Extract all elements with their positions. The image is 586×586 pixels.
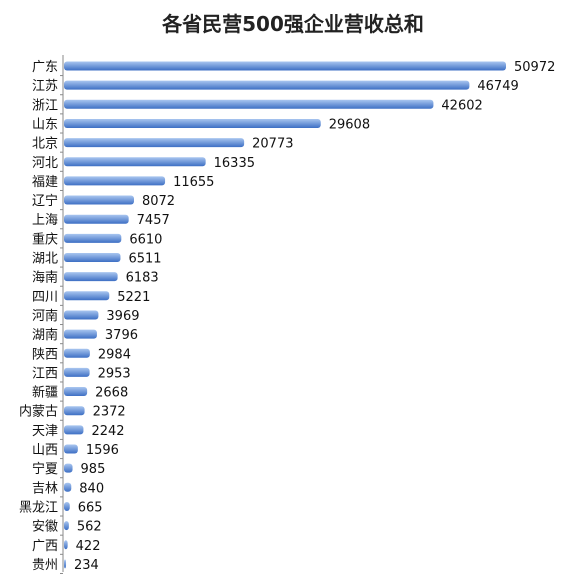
value-label: 6183 (126, 271, 159, 286)
bar (64, 214, 129, 224)
category-label: 重庆 (32, 231, 58, 247)
bar (64, 253, 121, 262)
bar (64, 501, 70, 511)
bar (64, 540, 68, 550)
value-label: 3796 (105, 328, 138, 343)
value-label: 11655 (173, 175, 214, 190)
bar (64, 291, 110, 301)
category-label: 上海 (32, 213, 58, 228)
category-label: 江西 (32, 366, 58, 381)
bar (64, 425, 84, 435)
value-label: 6610 (129, 232, 162, 247)
category-label: 黑龙江 (19, 500, 58, 515)
category-label: 广西 (32, 539, 58, 554)
value-label: 665 (78, 500, 103, 515)
bar (64, 348, 90, 358)
category-label: 浙江 (32, 98, 58, 113)
category-label: 天津 (32, 424, 58, 439)
category-label: 四川 (32, 290, 58, 305)
value-label: 2668 (95, 386, 128, 401)
bar (64, 176, 166, 186)
category-label: 山西 (32, 443, 58, 458)
value-label: 6511 (128, 252, 161, 267)
value-label: 29608 (329, 117, 370, 132)
category-label: 河北 (32, 156, 58, 171)
category-label: 江苏 (32, 78, 58, 94)
category-label: 内蒙古 (19, 404, 58, 420)
value-label: 46749 (477, 79, 518, 94)
bar (64, 463, 73, 473)
bar (64, 444, 78, 454)
category-label: 辽宁 (32, 193, 58, 209)
category-label: 湖北 (32, 252, 58, 267)
value-label: 8072 (142, 194, 175, 209)
value-label: 7457 (137, 213, 170, 228)
category-label: 陕西 (32, 347, 58, 362)
bar (64, 99, 434, 109)
bar (64, 521, 69, 531)
value-label: 3969 (106, 309, 139, 324)
bars-layer: 广东 50972 江苏 46749 浙江 42602 山东 29608 北京 20773 河北 163… (19, 60, 555, 574)
bar (64, 329, 97, 339)
category-label: 新疆 (32, 385, 58, 401)
bar (64, 233, 122, 243)
value-label: 234 (74, 558, 99, 573)
chart-title: 各省民营500强企业营收总和 (162, 12, 424, 36)
value-label: 422 (76, 539, 101, 554)
value-label: 42602 (441, 98, 482, 113)
bar (64, 61, 506, 71)
bar (64, 272, 118, 282)
value-label: 840 (79, 481, 104, 496)
value-label: 20773 (252, 137, 293, 152)
category-label: 海南 (32, 270, 58, 286)
value-label: 2953 (98, 366, 131, 381)
bar (64, 482, 72, 492)
bar (64, 310, 99, 320)
category-label: 广东 (32, 60, 58, 75)
bar (64, 157, 206, 167)
value-label: 1596 (86, 443, 119, 458)
value-label: 985 (81, 462, 106, 477)
bar (64, 195, 134, 205)
value-label: 2242 (91, 424, 124, 439)
value-label: 16335 (214, 156, 255, 171)
category-label: 吉林 (32, 481, 58, 496)
bar (64, 559, 67, 569)
value-label: 562 (77, 520, 102, 535)
value-label: 2984 (98, 347, 131, 362)
category-label: 贵州 (32, 558, 58, 573)
bar (64, 80, 470, 90)
value-label: 50972 (514, 60, 555, 75)
category-label: 北京 (32, 137, 58, 152)
category-label: 河南 (32, 308, 58, 324)
value-label: 2372 (93, 405, 126, 420)
category-label: 福建 (32, 175, 58, 190)
category-label: 安徽 (32, 520, 58, 535)
category-label: 湖南 (32, 327, 58, 343)
bar (64, 406, 85, 416)
value-label: 5221 (117, 290, 150, 305)
bar (64, 367, 90, 377)
category-label: 宁夏 (32, 461, 58, 477)
bar (64, 138, 245, 148)
bar (64, 118, 321, 128)
bar (64, 387, 88, 397)
category-label: 山东 (32, 117, 58, 132)
